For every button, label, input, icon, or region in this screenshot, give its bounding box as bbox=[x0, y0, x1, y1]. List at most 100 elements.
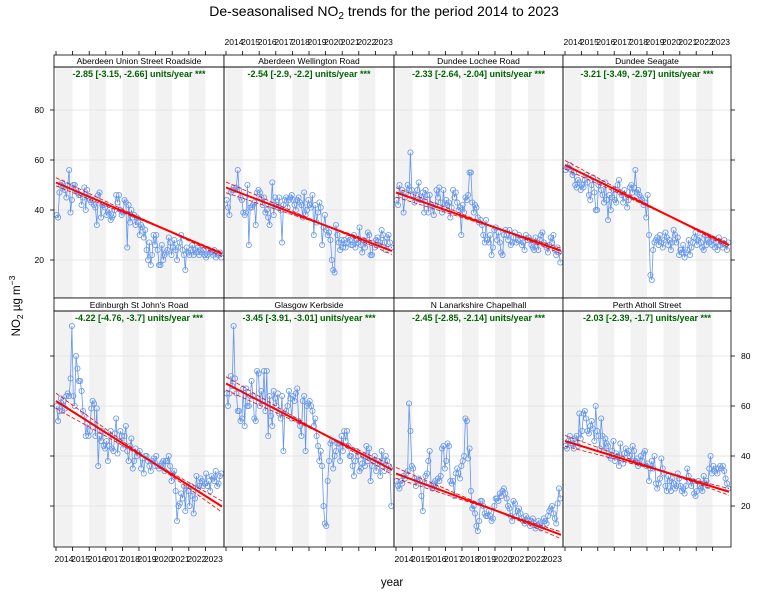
data-point bbox=[266, 221, 273, 228]
data-point bbox=[149, 251, 156, 258]
data-point bbox=[143, 246, 150, 253]
data-point bbox=[423, 470, 430, 477]
data-point bbox=[367, 477, 374, 484]
x-axis-label: year bbox=[381, 577, 404, 589]
data-point bbox=[352, 457, 359, 464]
data-point bbox=[140, 234, 147, 241]
data-point bbox=[491, 502, 498, 509]
panel: -2.54 [-2.9, -2.2] units/year *** Aberdee… bbox=[223, 37, 395, 299]
data-point bbox=[499, 251, 506, 258]
x-tick-label: 2014 bbox=[225, 37, 244, 47]
data-point bbox=[415, 179, 422, 186]
data-point bbox=[445, 442, 452, 449]
data-point bbox=[406, 400, 413, 407]
data-point bbox=[377, 472, 384, 479]
panel: -2.45 [-2.85, -2.14] units/year *** N Lan… bbox=[393, 297, 564, 564]
data-point bbox=[456, 475, 463, 482]
data-point bbox=[56, 189, 63, 196]
year-band bbox=[528, 311, 545, 547]
data-point bbox=[82, 432, 89, 439]
data-point bbox=[247, 392, 254, 399]
year-band bbox=[259, 311, 276, 547]
data-point bbox=[319, 241, 326, 248]
data-point bbox=[485, 239, 492, 246]
data-point bbox=[96, 189, 103, 196]
data-point bbox=[248, 377, 255, 384]
data-point bbox=[396, 485, 403, 492]
data-point bbox=[182, 507, 189, 514]
plot-area bbox=[394, 311, 563, 547]
data-point bbox=[465, 455, 472, 462]
panel-title: Dundee Seagate bbox=[615, 56, 679, 66]
data-point bbox=[244, 181, 251, 188]
data-point bbox=[142, 226, 149, 233]
data-point bbox=[328, 256, 335, 263]
data-point bbox=[91, 400, 98, 407]
x-tick-label: 2017 bbox=[613, 37, 632, 47]
year-band bbox=[188, 311, 206, 547]
year-band bbox=[155, 311, 173, 547]
panel: -3.21 [-3.49, -2.97] units/year *** Dunde… bbox=[562, 37, 735, 299]
data-point bbox=[67, 375, 74, 382]
data-point bbox=[641, 447, 648, 454]
series-line bbox=[56, 169, 222, 271]
data-point bbox=[138, 465, 145, 472]
data-point bbox=[66, 392, 73, 399]
data-point bbox=[55, 214, 62, 221]
data-point bbox=[140, 470, 147, 477]
data-point bbox=[467, 487, 474, 494]
year-band bbox=[495, 311, 512, 547]
panel: -4.22 [-4.76, -3.7] units/year *** Edinbu… bbox=[50, 297, 225, 564]
data-point bbox=[583, 415, 590, 422]
year-band bbox=[358, 67, 376, 298]
year-band bbox=[429, 311, 446, 547]
data-point bbox=[122, 422, 129, 429]
data-point bbox=[291, 397, 298, 404]
data-point bbox=[334, 231, 341, 238]
year-band bbox=[56, 311, 73, 547]
data-point bbox=[73, 352, 80, 359]
data-point bbox=[226, 390, 233, 397]
data-point bbox=[700, 246, 707, 253]
data-point bbox=[165, 452, 172, 459]
data-point bbox=[421, 209, 428, 216]
data-point bbox=[113, 415, 120, 422]
data-point bbox=[473, 204, 480, 211]
data-point bbox=[326, 457, 333, 464]
year-band bbox=[565, 67, 582, 298]
data-point bbox=[400, 209, 407, 216]
data-point bbox=[381, 467, 388, 474]
data-point bbox=[147, 467, 154, 474]
data-point bbox=[700, 472, 707, 479]
data-point bbox=[269, 422, 276, 429]
data-point bbox=[615, 176, 622, 183]
year-band bbox=[358, 311, 376, 547]
data-point bbox=[70, 392, 77, 399]
x-tick-label: 2018 bbox=[121, 554, 140, 564]
data-point bbox=[437, 472, 444, 479]
data-point bbox=[687, 251, 694, 258]
data-point bbox=[176, 500, 183, 507]
data-point bbox=[150, 231, 157, 238]
data-point bbox=[316, 457, 323, 464]
data-point bbox=[225, 204, 232, 211]
data-point bbox=[324, 477, 331, 484]
data-point bbox=[92, 432, 99, 439]
data-point bbox=[544, 249, 551, 256]
year-band bbox=[122, 311, 139, 547]
trend-line bbox=[395, 472, 562, 536]
data-point bbox=[317, 204, 324, 211]
data-point bbox=[78, 201, 85, 208]
data-point bbox=[164, 246, 171, 253]
y-tick-label: 40 bbox=[741, 451, 751, 461]
year-band bbox=[188, 67, 206, 298]
data-point bbox=[131, 457, 138, 464]
year-band bbox=[495, 67, 512, 298]
trend-stat-label: -2.03 [-2.39, -1.7] units/year *** bbox=[583, 313, 712, 323]
data-point bbox=[539, 229, 546, 236]
x-tick-label: 2014 bbox=[55, 554, 74, 564]
data-point bbox=[407, 149, 414, 156]
year-band bbox=[565, 311, 582, 547]
data-point bbox=[410, 465, 417, 472]
